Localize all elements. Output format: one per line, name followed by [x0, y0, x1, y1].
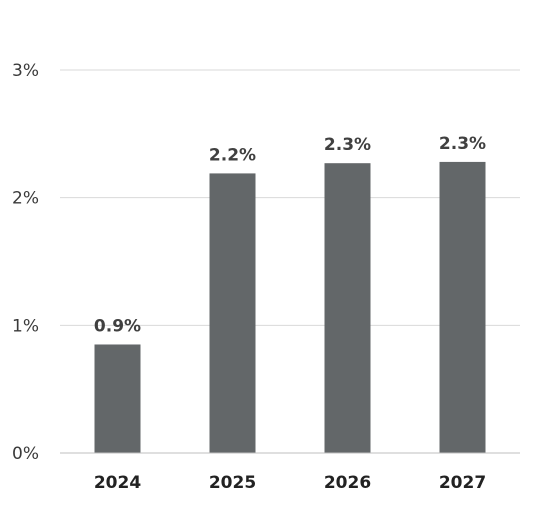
x-tick-label: 2025 — [209, 473, 256, 493]
bar — [94, 344, 141, 453]
y-tick-label: 2% — [12, 189, 39, 209]
bar — [324, 163, 371, 454]
data-labels: 0.9% 2.2% 2.3% 2.3% — [94, 134, 486, 337]
bars — [94, 161, 486, 454]
data-label: 0.9% — [94, 316, 141, 336]
data-label: 2.3% — [324, 135, 371, 155]
x-tick-label: 2026 — [324, 473, 371, 493]
y-axis-tick-labels: 0% 1% 2% 3% — [12, 61, 39, 464]
y-tick-label: 3% — [12, 61, 39, 81]
y-tick-label: 1% — [12, 316, 39, 336]
x-tick-label: 2024 — [94, 473, 141, 493]
x-tick-label: 2027 — [439, 473, 486, 493]
data-label: 2.2% — [209, 145, 256, 165]
data-label: 2.3% — [439, 134, 486, 154]
bar — [439, 161, 486, 454]
x-axis-tick-labels: 2024 2025 2026 2027 — [94, 473, 486, 493]
bar — [209, 173, 256, 453]
y-tick-label: 0% — [12, 444, 39, 464]
